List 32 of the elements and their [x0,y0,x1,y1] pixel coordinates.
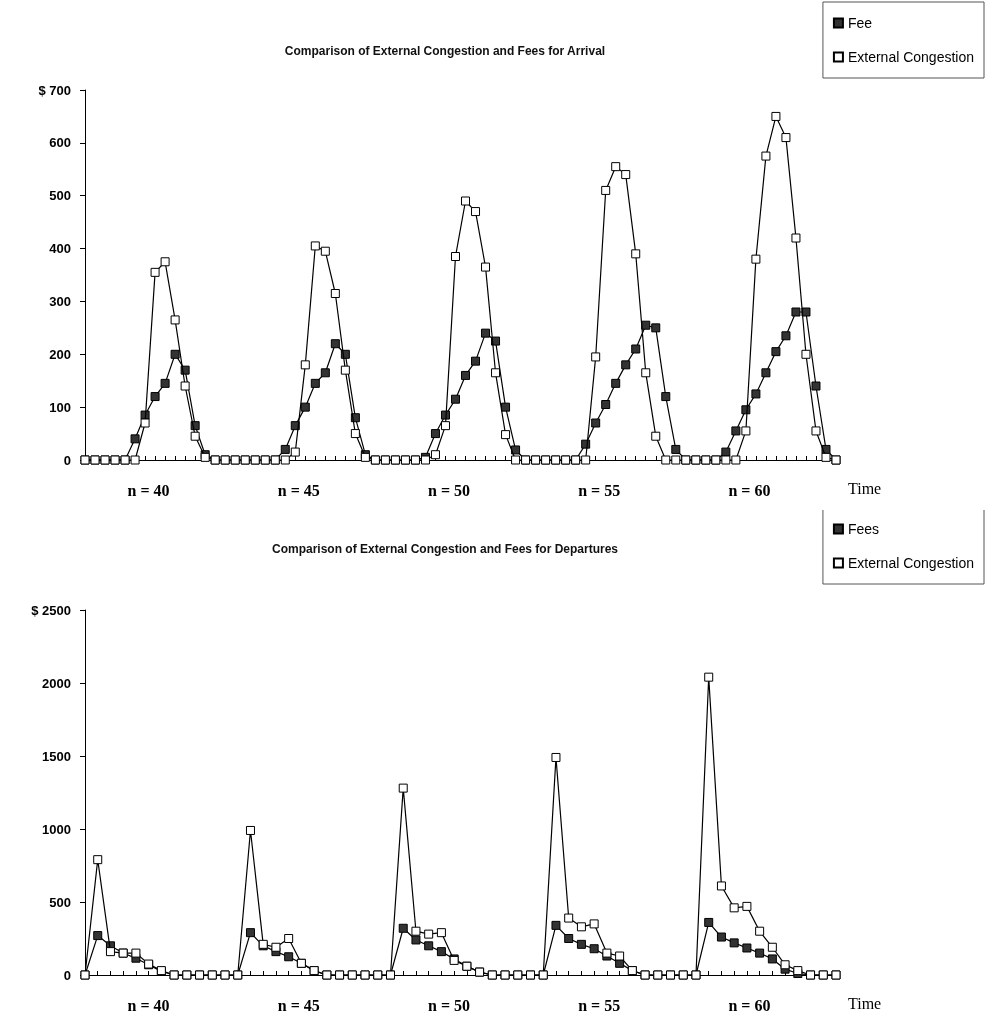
y-tick-label: 0 [63,967,71,983]
y-tick-label: $ 2500 [31,602,71,618]
legend-label: External Congestion [847,555,974,571]
legend-label: Fee [847,15,873,31]
x-axis-title: Time [848,479,882,497]
y-tick-label: 500 [49,894,71,910]
text: n = 55 [578,481,621,499]
y-tick-label: 600 [49,135,71,151]
y-tick-label: 1500 [42,748,71,764]
chart-title: Comparison of External Congestion and Fees for Arrival [284,44,606,58]
y-tick-label: 500 [49,188,71,204]
y-tick-label: 300 [49,293,71,309]
text: n = 45 [277,481,320,499]
y-tick-label: 1000 [42,821,71,837]
text: n = 50 [427,481,471,499]
text: n = 55 [578,996,621,1014]
text: n = 40 [127,481,170,499]
legend-label: Fees [847,521,880,537]
y-tick-label: 200 [49,346,71,362]
chart-title: Comparison of External Congestion and Fees for Departures [271,542,619,556]
text: n = 40 [127,996,170,1014]
text: n = 45 [277,996,320,1014]
y-tick-label: 100 [49,399,71,415]
y-tick-label: 0 [63,452,71,468]
text: n = 60 [728,996,771,1014]
text: n = 50 [427,996,471,1014]
y-tick-label: 400 [49,241,71,257]
text: n = 60 [728,481,771,499]
legend-label: External Congestion [847,49,974,65]
x-axis-title: Time [848,994,882,1012]
y-tick-label: 2000 [42,675,71,691]
y-tick-label: $ 700 [38,82,71,98]
